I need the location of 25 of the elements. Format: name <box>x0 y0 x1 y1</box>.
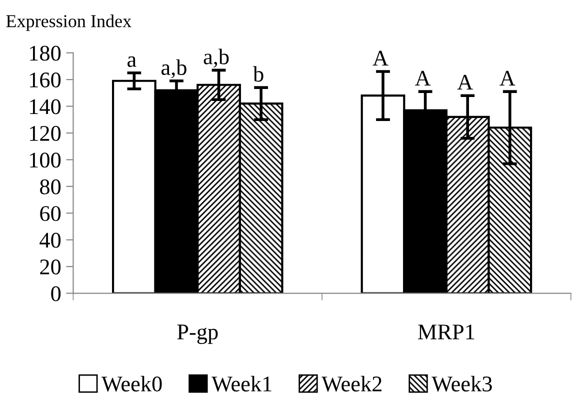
data-label: A <box>500 70 516 86</box>
y-tick-label: 80 <box>40 179 61 194</box>
y-tick-label: 20 <box>40 259 61 274</box>
x-tick-label: P-gp <box>177 324 218 344</box>
y-tick-label: 100 <box>30 152 61 168</box>
y-tick-label: 160 <box>30 72 61 88</box>
x-tick-label: MRP1 <box>418 324 474 340</box>
y-tick-label: 60 <box>40 206 61 222</box>
y-tick-label: 0 <box>51 286 61 302</box>
y-tick-label: 180 <box>30 46 61 61</box>
y-tick-label: 140 <box>30 99 61 114</box>
data-label: b <box>253 66 264 82</box>
legend-label: Week2 <box>322 376 382 392</box>
data-label: a <box>128 56 136 68</box>
legend-label: Week3 <box>432 376 492 392</box>
data-label: A <box>415 70 431 86</box>
legend-label: Week0 <box>102 376 162 392</box>
data-label: a,b <box>162 59 186 78</box>
y-tick-label: 120 <box>30 126 61 141</box>
data-label: A <box>457 74 473 90</box>
y-axis-title: Expression Index <box>6 14 132 31</box>
data-label: A <box>372 50 388 66</box>
y-tick-label: 40 <box>40 232 61 248</box>
legend-label: Week1 <box>212 376 272 392</box>
data-label: a,b <box>204 48 229 68</box>
